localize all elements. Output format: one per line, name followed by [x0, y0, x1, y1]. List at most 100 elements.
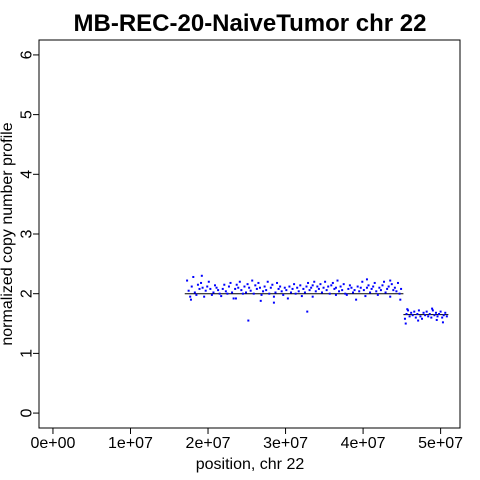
data-point: [395, 290, 398, 293]
data-point: [234, 297, 237, 300]
data-point: [424, 314, 427, 317]
data-point: [186, 279, 189, 282]
data-point: [248, 286, 251, 289]
data-point: [347, 287, 350, 290]
data-point: [422, 311, 425, 314]
data-point: [379, 289, 382, 292]
x-axis: 0e+00 1e+07 2e+07 3e+07 4e+07 5e+07: [30, 428, 463, 452]
data-point: [333, 287, 336, 290]
data-point: [213, 284, 216, 287]
data-point: [427, 315, 430, 318]
x-axis-label: position, chr 22: [196, 456, 305, 473]
data-point: [286, 297, 289, 300]
data-point: [192, 275, 195, 278]
data-point: [372, 285, 375, 288]
y-tick-label: 0: [19, 409, 36, 418]
data-point: [428, 312, 431, 315]
y-tick-label: 1: [19, 349, 36, 358]
data-point: [266, 280, 269, 283]
data-point: [203, 295, 206, 298]
data-point: [305, 285, 308, 288]
data-point: [308, 289, 311, 292]
data-point: [200, 274, 203, 277]
data-point: [291, 287, 294, 290]
data-point: [235, 283, 238, 286]
data-point: [431, 309, 434, 312]
data-point: [389, 295, 392, 298]
data-point: [257, 281, 260, 284]
data-point: [328, 292, 331, 295]
data-point: [204, 289, 207, 292]
data-point: [390, 283, 393, 286]
data-point: [441, 316, 444, 319]
y-axis-label: normalized copy number profile: [0, 122, 16, 345]
data-point: [307, 281, 310, 284]
data-point: [336, 279, 339, 282]
data-point: [279, 285, 282, 288]
data-point: [277, 287, 280, 290]
data-point: [398, 292, 401, 295]
data-point: [358, 290, 361, 293]
data-point: [410, 311, 413, 314]
data-point: [384, 291, 387, 294]
plot-frame: [38, 39, 461, 429]
data-point: [324, 280, 327, 283]
data-point: [255, 287, 258, 290]
data-point: [411, 314, 414, 317]
data-point: [254, 284, 257, 287]
data-point: [260, 293, 263, 296]
data-point: [431, 307, 434, 310]
data-point: [218, 292, 221, 295]
data-point: [364, 295, 367, 298]
data-point: [433, 314, 436, 317]
data-point: [246, 283, 249, 286]
data-point: [348, 284, 351, 287]
data-point: [355, 298, 358, 301]
data-point: [300, 295, 303, 298]
segment-lines: [184, 293, 449, 316]
data-point: [331, 281, 334, 284]
data-point: [288, 285, 291, 288]
data-point: [416, 312, 419, 315]
y-tick-label: 3: [19, 229, 36, 238]
data-point: [198, 287, 201, 290]
data-point: [365, 278, 368, 281]
y-tick-label: 5: [19, 110, 36, 119]
data-point: [245, 291, 248, 294]
data-point: [280, 290, 283, 293]
x-tick-label: 2e+07: [186, 435, 231, 452]
data-point: [353, 289, 356, 292]
data-point: [238, 280, 241, 283]
data-point: [201, 286, 204, 289]
data-point: [223, 283, 226, 286]
data-point: [378, 286, 381, 289]
data-point: [195, 293, 198, 296]
data-point: [322, 286, 325, 289]
data-point: [356, 285, 359, 288]
data-point: [200, 281, 203, 284]
data-point: [285, 289, 288, 292]
data-point: [400, 287, 403, 290]
data-point: [207, 280, 210, 283]
data-point: [383, 280, 386, 283]
data-point: [276, 281, 279, 284]
data-point: [370, 287, 373, 290]
data-point: [407, 309, 410, 312]
x-tick-label: 5e+07: [418, 435, 463, 452]
data-point: [252, 292, 255, 295]
data-point: [344, 292, 347, 295]
y-tick-label: 6: [19, 50, 36, 59]
data-point: [212, 291, 215, 294]
data-point: [376, 293, 379, 296]
data-point: [293, 283, 296, 286]
data-point: [425, 310, 428, 313]
data-point: [215, 286, 218, 289]
data-point: [272, 295, 275, 298]
data-point: [387, 285, 390, 288]
data-point: [434, 311, 437, 314]
data-point: [229, 281, 232, 284]
data-point: [210, 293, 213, 296]
y-tick-label: 2: [19, 289, 36, 298]
data-point: [220, 295, 223, 298]
data-point: [441, 321, 444, 324]
